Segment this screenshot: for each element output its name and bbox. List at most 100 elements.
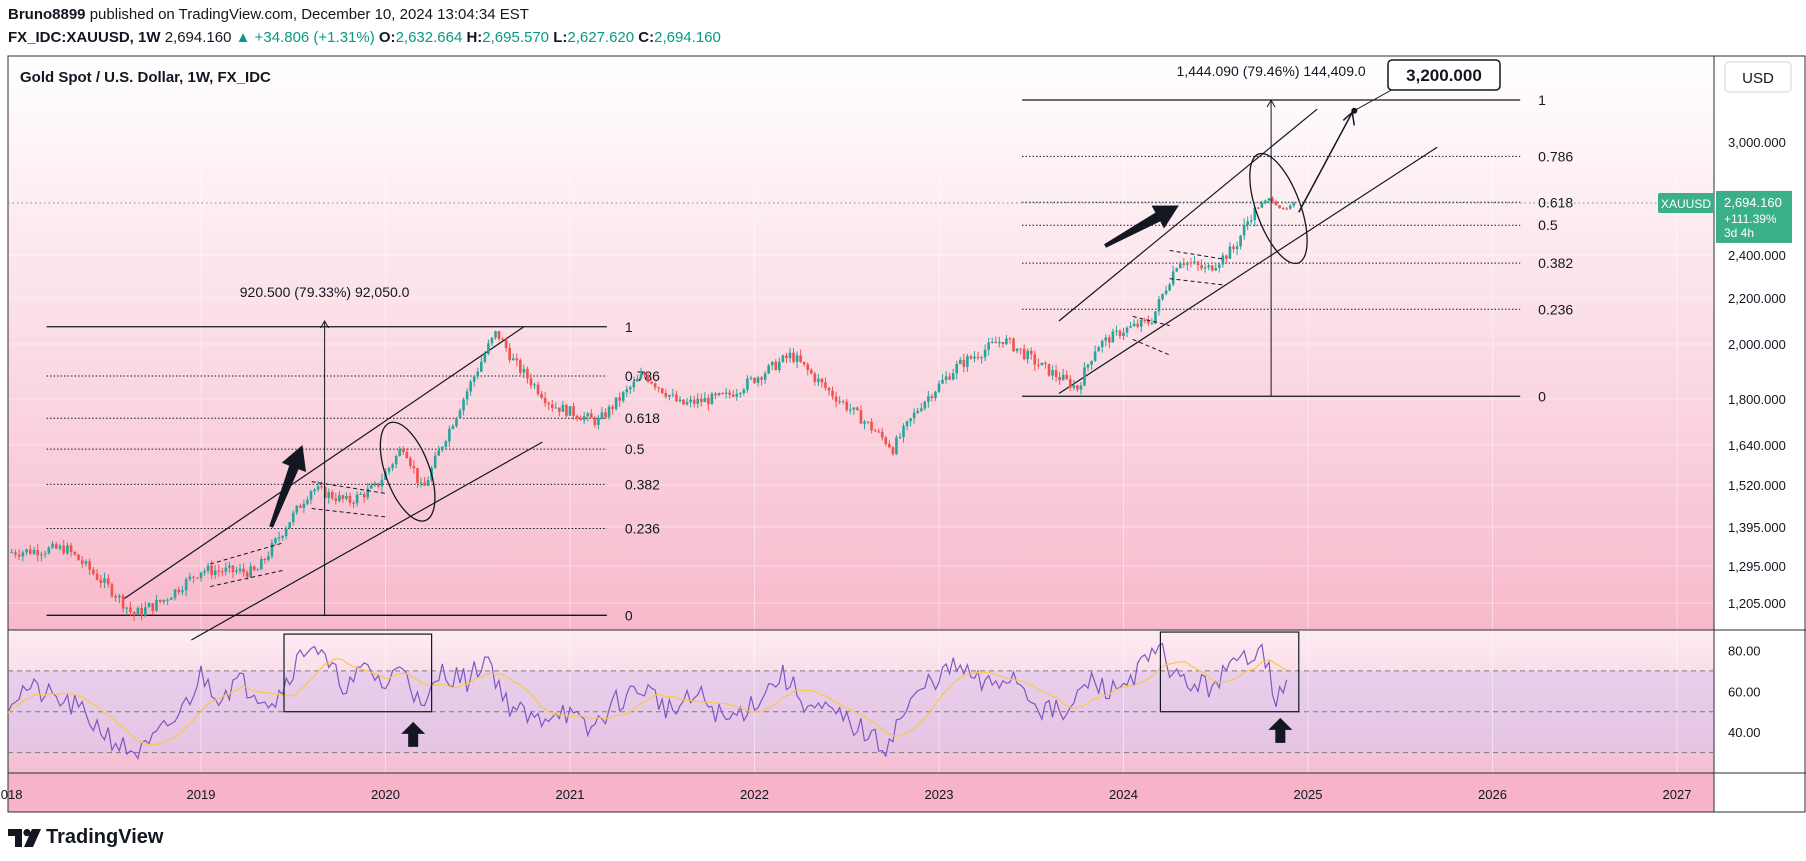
candle-body bbox=[646, 375, 650, 382]
candle-body bbox=[184, 579, 188, 591]
target-pointer bbox=[1354, 87, 1396, 112]
candle-body bbox=[355, 494, 359, 504]
candle-body bbox=[707, 397, 710, 405]
candle-body bbox=[898, 437, 902, 439]
price-tag-change: +111.39% bbox=[1724, 212, 1777, 226]
candle-body bbox=[742, 389, 746, 394]
candle-body bbox=[763, 373, 767, 380]
candle-body bbox=[309, 491, 313, 500]
candle-body bbox=[820, 378, 824, 383]
candle-body bbox=[1175, 268, 1179, 272]
candle-body bbox=[1168, 284, 1171, 291]
candle-body bbox=[1260, 202, 1264, 208]
candle-body bbox=[966, 356, 969, 367]
tradingview-logo-icon bbox=[8, 828, 41, 847]
candle-body bbox=[806, 364, 810, 370]
candle-body bbox=[568, 406, 572, 416]
flag-line bbox=[210, 542, 285, 565]
price-axis-label: 1,800.000 bbox=[1728, 392, 1786, 407]
author-name[interactable]: Bruno8899 bbox=[8, 6, 86, 23]
candle-body bbox=[749, 377, 753, 379]
candle-body bbox=[703, 397, 707, 403]
candle-body bbox=[316, 486, 320, 490]
candle-body bbox=[426, 480, 430, 486]
flag-line bbox=[311, 481, 386, 494]
candle-body bbox=[756, 377, 760, 383]
candle-body bbox=[458, 410, 462, 418]
candle-body bbox=[675, 394, 678, 402]
candle-body bbox=[366, 488, 370, 498]
candle-body bbox=[352, 502, 355, 504]
thick-arrow-icon bbox=[269, 445, 307, 528]
candle-body bbox=[838, 401, 841, 403]
candle-body bbox=[1086, 364, 1090, 368]
candle-body bbox=[973, 356, 976, 359]
symbol-tag-label: XAUUSD bbox=[1661, 197, 1711, 211]
candle-body bbox=[66, 545, 69, 554]
candle-body bbox=[213, 570, 217, 575]
candle-body bbox=[1274, 201, 1278, 206]
candle-body bbox=[558, 407, 561, 412]
flag-line bbox=[210, 569, 285, 588]
candle-body bbox=[147, 603, 151, 608]
candle-body bbox=[1182, 263, 1186, 265]
candle-body bbox=[1189, 262, 1193, 264]
candle-body bbox=[1139, 319, 1143, 327]
candle-body bbox=[476, 371, 480, 377]
measure-arrowhead bbox=[320, 319, 330, 329]
candle-body bbox=[831, 390, 834, 397]
candle-body bbox=[224, 567, 228, 572]
candle-body bbox=[852, 407, 856, 410]
candle-body bbox=[1029, 350, 1033, 355]
channel-line bbox=[1058, 146, 1438, 395]
candle-body bbox=[717, 393, 721, 396]
candle-body bbox=[401, 449, 405, 453]
time-axis-label: 2025 bbox=[1294, 787, 1323, 802]
candle-body bbox=[1115, 330, 1118, 332]
candle-body bbox=[158, 599, 162, 602]
candle-body bbox=[994, 341, 998, 344]
candle-body bbox=[373, 483, 377, 486]
candle-body bbox=[802, 361, 806, 365]
candle-body bbox=[600, 412, 604, 419]
candle-body bbox=[95, 573, 99, 580]
time-axis-label: 2018 bbox=[0, 787, 22, 802]
candle-body bbox=[1264, 200, 1267, 203]
candle-body bbox=[129, 607, 132, 613]
candle-body bbox=[788, 352, 792, 359]
candle-body bbox=[462, 399, 465, 411]
candle-body bbox=[419, 482, 423, 484]
candle-body bbox=[1005, 338, 1008, 345]
candle-body bbox=[671, 394, 675, 396]
candle-body bbox=[166, 599, 169, 601]
candle-body bbox=[770, 361, 774, 366]
candle-body bbox=[140, 607, 143, 616]
candle-body bbox=[1058, 377, 1061, 381]
candle-body bbox=[980, 357, 983, 359]
open-label: O: bbox=[378, 29, 396, 46]
candle-body bbox=[1246, 221, 1249, 225]
candle-body bbox=[941, 379, 944, 384]
rsi-line bbox=[7, 642, 1288, 761]
candle-body bbox=[863, 421, 866, 424]
candle-body bbox=[529, 378, 533, 386]
candle-body bbox=[951, 373, 955, 380]
candle-body bbox=[1242, 224, 1246, 236]
low-value: 2,627.620 bbox=[567, 29, 635, 46]
candle-body bbox=[859, 410, 863, 424]
candle-body bbox=[934, 391, 937, 399]
candle-body bbox=[753, 377, 756, 383]
time-axis-label: 2027 bbox=[1663, 787, 1692, 802]
symbol-label: FX_IDC:XAUUSD, 1W bbox=[8, 29, 161, 46]
candle-body bbox=[1157, 299, 1161, 312]
fib-level-label: 0.5 bbox=[1538, 217, 1558, 233]
candle-body bbox=[632, 381, 636, 388]
candle-body bbox=[132, 612, 136, 616]
candle-body bbox=[1281, 208, 1285, 210]
highlight-ellipse bbox=[379, 421, 436, 522]
candle-body bbox=[721, 393, 724, 395]
candle-body bbox=[416, 468, 419, 483]
candle-body bbox=[621, 392, 625, 401]
candle-body bbox=[288, 522, 292, 529]
